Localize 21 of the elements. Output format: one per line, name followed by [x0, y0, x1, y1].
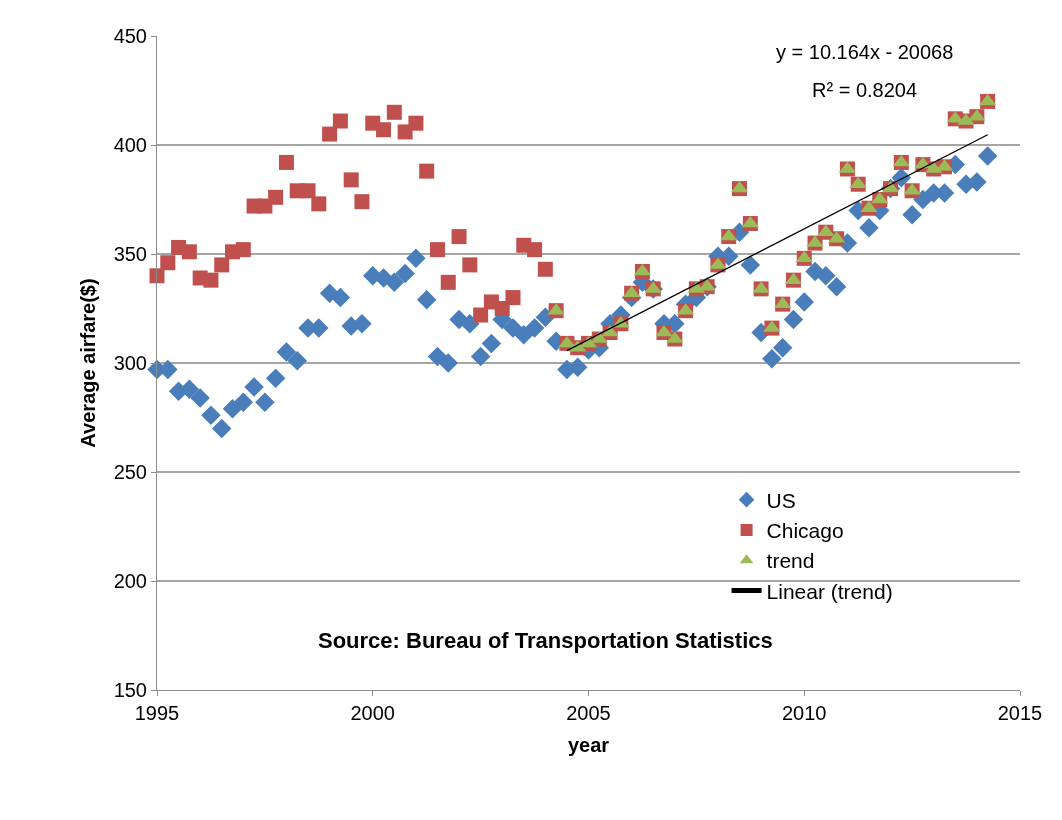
x-tick-label: 1995 [134, 702, 180, 724]
legend-label: trend [766, 549, 815, 573]
y-tick-label: 300 [113, 352, 147, 374]
y-tick-label: 350 [113, 243, 147, 265]
x-tick-label: 2000 [350, 702, 395, 724]
y-tick-label: 400 [113, 134, 147, 156]
x-axis-title: year [567, 733, 610, 756]
x-tick-label: 2005 [566, 702, 611, 724]
annotation: R² = 0.8204 [812, 79, 918, 101]
legend-label: Linear (trend) [766, 579, 893, 603]
y-axis-title: Average airfare($) [77, 278, 100, 448]
legend-label: US [766, 488, 796, 512]
annotation: y = 10.164x - 20068 [776, 41, 954, 63]
y-tick-label: 150 [113, 679, 147, 701]
annotation: Source: Bureau of Transportation Statistics [318, 628, 773, 653]
y-tick-label: 250 [113, 461, 147, 483]
x-tick-label: 2015 [997, 702, 1043, 724]
y-tick-label: 200 [113, 570, 147, 592]
y-tick-label: 450 [113, 25, 147, 47]
legend-label: Chicago [766, 519, 844, 543]
x-tick-label: 2010 [782, 702, 827, 724]
